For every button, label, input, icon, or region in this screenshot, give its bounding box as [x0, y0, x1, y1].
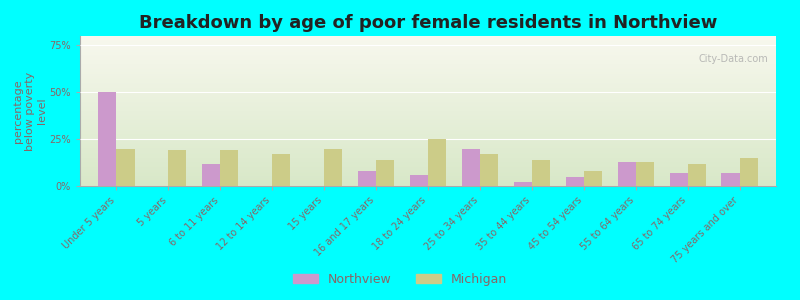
Bar [462, 148, 480, 186]
Bar [480, 154, 498, 186]
Bar [358, 171, 376, 186]
Y-axis label: percentage
below poverty
level: percentage below poverty level [14, 71, 46, 151]
Bar [116, 148, 134, 186]
Bar [636, 162, 654, 186]
Bar [722, 173, 740, 186]
Text: City-Data.com: City-Data.com [698, 54, 768, 64]
Bar [202, 164, 220, 186]
Bar [566, 177, 584, 186]
Bar [272, 154, 290, 186]
Bar [220, 150, 238, 186]
Bar [532, 160, 550, 186]
Bar [410, 175, 428, 186]
Bar [324, 148, 342, 186]
Bar [376, 160, 394, 186]
Bar [688, 164, 706, 186]
Title: Breakdown by age of poor female residents in Northview: Breakdown by age of poor female resident… [139, 14, 717, 32]
Bar [618, 162, 636, 186]
Legend: Northview, Michigan: Northview, Michigan [287, 268, 513, 291]
Bar [670, 173, 688, 186]
Bar [168, 150, 186, 186]
Bar [98, 92, 116, 186]
Bar [740, 158, 758, 186]
Bar [584, 171, 602, 186]
Bar [514, 182, 532, 186]
Bar [428, 139, 446, 186]
